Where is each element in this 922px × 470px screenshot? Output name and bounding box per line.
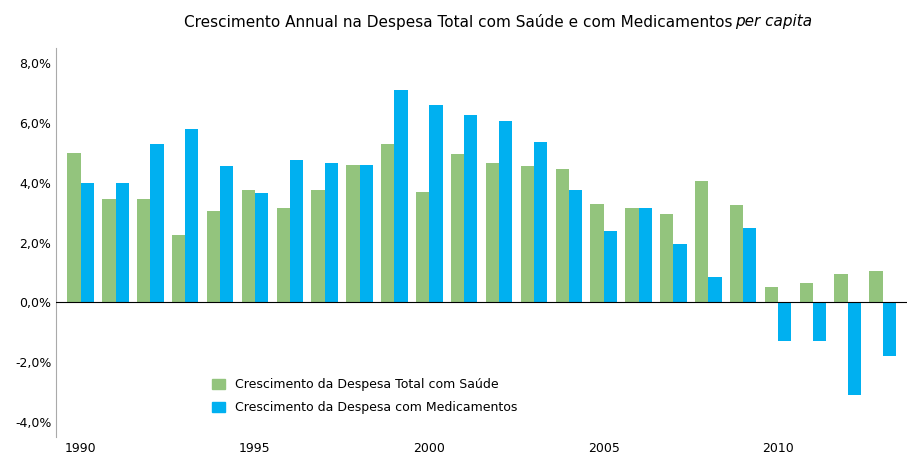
Bar <box>290 160 303 302</box>
Bar <box>764 288 778 302</box>
Legend: Crescimento da Despesa Total com Saúde, Crescimento da Despesa com Medicamentos: Crescimento da Despesa Total com Saúde, … <box>207 373 522 419</box>
Bar <box>207 211 220 302</box>
Bar <box>695 181 708 302</box>
Bar <box>360 164 372 302</box>
Bar <box>521 166 534 302</box>
Bar <box>660 214 673 302</box>
Bar <box>464 115 478 302</box>
Bar <box>604 231 617 302</box>
Bar <box>395 90 408 302</box>
Bar <box>590 204 604 302</box>
Bar <box>799 283 813 302</box>
Text: Crescimento Annual na Despesa Total com Saúde e com Medicamentos: Crescimento Annual na Despesa Total com … <box>184 14 738 30</box>
Bar <box>137 199 150 302</box>
Bar <box>569 190 582 302</box>
Bar <box>242 190 255 302</box>
Bar <box>730 205 743 302</box>
Bar <box>451 154 464 302</box>
Bar <box>312 190 325 302</box>
Bar <box>639 208 652 302</box>
Bar <box>882 302 896 356</box>
Bar <box>430 105 443 302</box>
Bar <box>673 244 687 302</box>
Bar <box>499 121 513 302</box>
Bar <box>80 183 94 302</box>
Bar <box>347 164 360 302</box>
Bar <box>277 208 290 302</box>
Bar <box>325 163 338 302</box>
Bar <box>834 274 847 302</box>
Bar <box>486 163 499 302</box>
Bar <box>150 144 163 302</box>
Bar <box>813 302 826 341</box>
Bar <box>743 227 756 302</box>
Bar <box>847 302 861 395</box>
Bar <box>172 235 185 302</box>
Bar <box>255 193 268 302</box>
Bar <box>625 208 639 302</box>
Bar <box>102 199 115 302</box>
Bar <box>115 183 129 302</box>
Bar <box>778 302 791 341</box>
Bar <box>67 153 80 302</box>
Bar <box>381 144 395 302</box>
Bar <box>708 277 722 302</box>
Bar <box>534 142 547 302</box>
Bar <box>869 271 882 302</box>
Bar <box>185 129 198 302</box>
Bar <box>220 166 233 302</box>
Bar <box>416 192 430 302</box>
Text: per capita: per capita <box>735 14 812 29</box>
Bar <box>556 169 569 302</box>
